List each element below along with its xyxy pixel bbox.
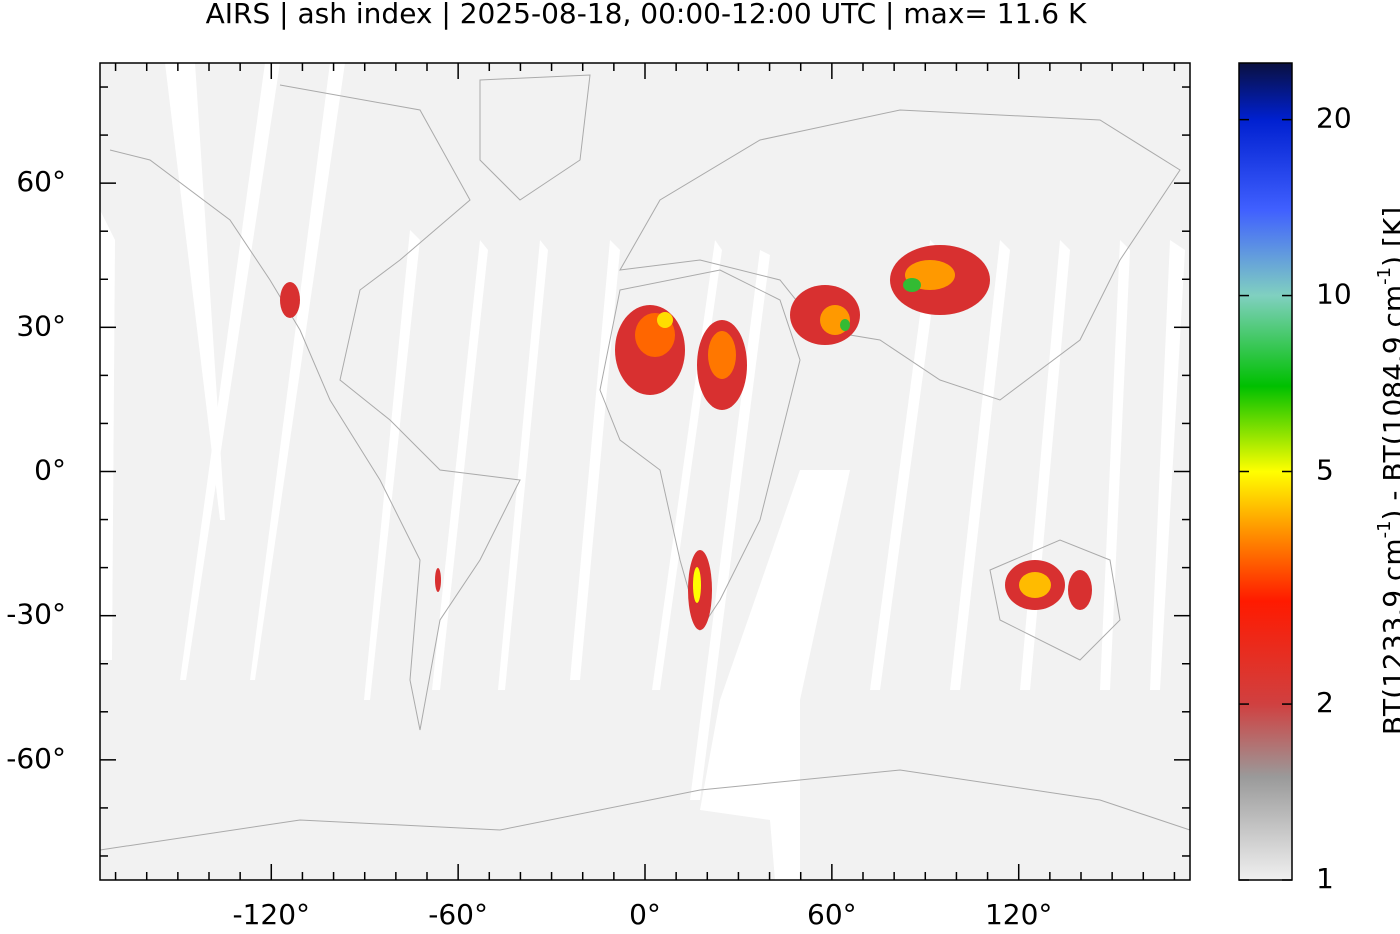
x-tick-label: -120° [233, 898, 311, 930]
colorbar-tick-label: 10 [1316, 278, 1352, 311]
colorbar-tick-label: 5 [1316, 454, 1334, 487]
chart-title: AIRS | ash index | 2025-08-18, 00:00-12:… [206, 0, 1087, 30]
x-tick-label: 60° [807, 898, 857, 930]
x-tick-label: 0° [629, 898, 661, 930]
x-tick-label: -60° [428, 898, 488, 930]
label-sup: -1 [1374, 267, 1395, 285]
y-tick-label: -30° [6, 598, 66, 631]
label-sup: -1 [1374, 520, 1395, 538]
y-tick-label: 30° [16, 309, 66, 342]
y-tick-label: 60° [16, 165, 66, 198]
y-tick-label: 0° [34, 454, 66, 487]
label-part: ) [K] [1377, 207, 1400, 267]
colorbar-tick-label: 2 [1316, 686, 1334, 719]
colorbar-label: BT(1233.9 cm-1) - BT(1084.9 cm-1) [K] [1374, 207, 1400, 735]
colorbar-tick-label: 20 [1316, 102, 1352, 135]
label-part: ) - BT(1084.9 cm [1377, 285, 1400, 521]
map-background [100, 63, 1190, 880]
map-area [100, 63, 1190, 880]
colorbar-tick-label: 1 [1316, 862, 1334, 895]
x-tick-label: 120° [985, 898, 1052, 930]
label-part: BT(1233.9 cm [1377, 538, 1400, 735]
y-tick-label: -60° [6, 742, 66, 775]
